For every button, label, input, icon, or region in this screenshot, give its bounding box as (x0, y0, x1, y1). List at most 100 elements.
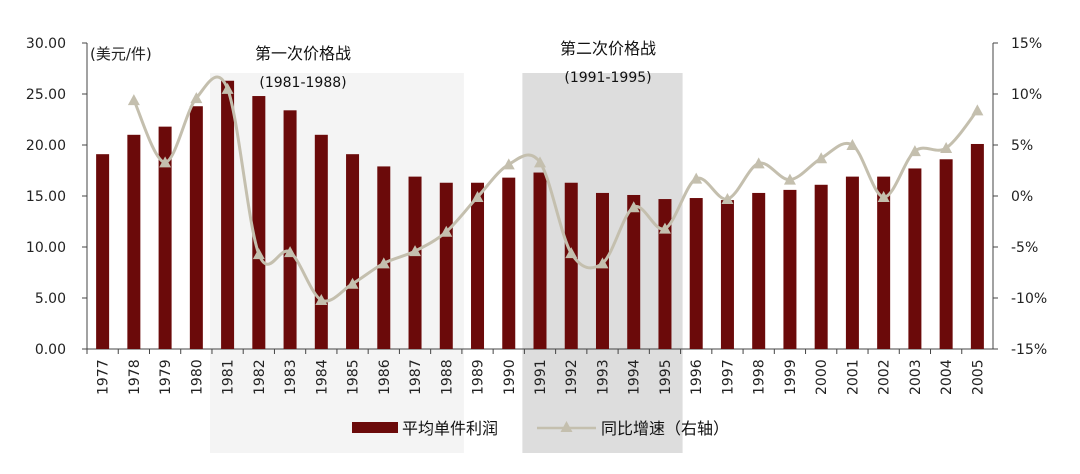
right-tick-label: -5% (1011, 240, 1038, 256)
bar-1990 (502, 177, 516, 349)
bar-2005 (970, 143, 984, 349)
shaded-period-1 (209, 73, 464, 453)
bar-1999 (783, 189, 797, 349)
bar-1987 (408, 176, 422, 349)
line-marker-1987 (409, 245, 422, 257)
line-marker-1979 (159, 156, 172, 168)
line-marker-2002 (877, 191, 890, 203)
bar-1988 (439, 182, 453, 349)
x-tick-label: 1992 (564, 359, 580, 395)
first-price-war-title: 第一次价格战 (255, 44, 351, 63)
x-tick-label: 1991 (533, 359, 549, 395)
left-tick-label: 25.00 (26, 87, 66, 103)
legend: 平均单件利润 同比增速（右轴） (352, 419, 729, 438)
bar-1981 (221, 80, 235, 350)
bar-1978 (127, 134, 141, 349)
x-axis-ticks: 1977 1978 1979 1980 1981 1982 1983 1984 1985 1986… (86, 349, 986, 395)
x-tick-label: 1998 (752, 359, 768, 395)
x-tick-label: 2003 (908, 359, 924, 395)
bar-1996 (689, 198, 703, 349)
bar-2003 (908, 168, 922, 349)
line-marker-1992 (565, 247, 578, 259)
x-tick-label: 2002 (877, 359, 893, 395)
left-tick-label: 30.00 (26, 36, 66, 52)
bar-2000 (814, 184, 828, 349)
x-tick-label: 1979 (158, 359, 174, 395)
line-series (127, 75, 984, 306)
line-marker-1998 (752, 157, 765, 169)
line-marker-1989 (471, 191, 484, 203)
x-tick-label: 1999 (783, 359, 799, 395)
line-marker-1984 (315, 294, 328, 306)
x-tick-label: 1996 (689, 359, 705, 395)
line-marker-1994 (627, 201, 640, 213)
second-price-war-range: (1991-1995) (564, 70, 651, 86)
line-marker-1995 (658, 222, 671, 234)
bar-1995 (658, 199, 672, 349)
line-marker-1990 (502, 158, 515, 170)
bar-1993 (595, 192, 609, 349)
bar-1989 (471, 182, 485, 349)
bar-1997 (720, 200, 734, 349)
x-tick-label: 1977 (96, 359, 112, 395)
legend-line-label: 同比增速（右轴） (601, 419, 729, 438)
line-marker-2001 (846, 139, 859, 150)
x-tick-label: 1990 (502, 359, 518, 395)
line-marker-2003 (908, 145, 921, 157)
left-tick-label: 5.00 (35, 291, 66, 307)
line-marker-1997 (721, 193, 734, 205)
x-tick-label: 1995 (658, 359, 674, 395)
bar-1980 (189, 106, 203, 350)
x-tick-label: 1993 (595, 359, 611, 395)
x-tick-label: 1989 (471, 359, 487, 395)
right-tick-label: -10% (1011, 291, 1047, 307)
bar-1985 (346, 154, 360, 349)
legend-bar-swatch (352, 422, 398, 433)
bar-1983 (283, 110, 297, 349)
bar-1998 (752, 192, 766, 349)
bar-1979 (158, 126, 172, 349)
x-tick-label: 1997 (720, 359, 736, 395)
left-tick-label: 0.00 (35, 342, 66, 358)
bar-1977 (96, 154, 110, 349)
left-tick-label: 10.00 (26, 240, 66, 256)
left-tick-label: 15.00 (26, 189, 66, 205)
line-marker-1991 (534, 156, 546, 168)
bar-2002 (877, 176, 891, 349)
x-tick-label: 2005 (970, 359, 986, 395)
bar-2004 (939, 159, 953, 349)
x-tick-label: 2001 (845, 359, 861, 395)
line-marker-1982 (252, 248, 265, 260)
bar-1992 (564, 182, 578, 349)
line-marker-1999 (783, 173, 796, 185)
bar-1991 (533, 172, 547, 349)
right-tick-label: 0% (1011, 189, 1033, 205)
line-marker-2005 (971, 104, 984, 116)
legend-bar-label: 平均单件利润 (402, 419, 498, 438)
line-marker-1978 (127, 94, 140, 106)
x-tick-label: 1978 (127, 359, 143, 395)
x-tick-label: 1987 (408, 359, 424, 395)
left-tick-label: 20.00 (26, 138, 66, 154)
x-tick-label: 1983 (283, 359, 299, 395)
bar-series (96, 80, 984, 350)
line-marker-1981 (221, 82, 234, 94)
x-tick-label: 2000 (814, 359, 830, 395)
line-marker-1993 (596, 257, 609, 269)
line-marker-1980 (190, 92, 203, 104)
bar-1982 (252, 96, 266, 349)
x-tick-label: 1980 (189, 359, 205, 395)
x-tick-label: 1981 (221, 359, 237, 395)
left-axis-unit-label: (美元/件) (90, 45, 152, 63)
second-price-war-title: 第二次价格战 (560, 39, 656, 58)
bar-2001 (845, 176, 859, 349)
right-y-axis-ticks: -15% -10% -5% 0% 5% 10% 15% (993, 36, 1047, 358)
line-marker-2000 (815, 152, 828, 164)
right-tick-label: 10% (1011, 87, 1042, 103)
line-marker-2004 (940, 142, 953, 154)
left-y-axis-ticks: 0.00 5.00 10.00 15.00 20.00 25.00 30.00 (26, 36, 87, 358)
right-tick-label: -15% (1011, 342, 1047, 358)
right-tick-label: 5% (1011, 138, 1033, 154)
x-tick-label: 1985 (346, 359, 362, 395)
line-marker-1983 (284, 246, 297, 258)
